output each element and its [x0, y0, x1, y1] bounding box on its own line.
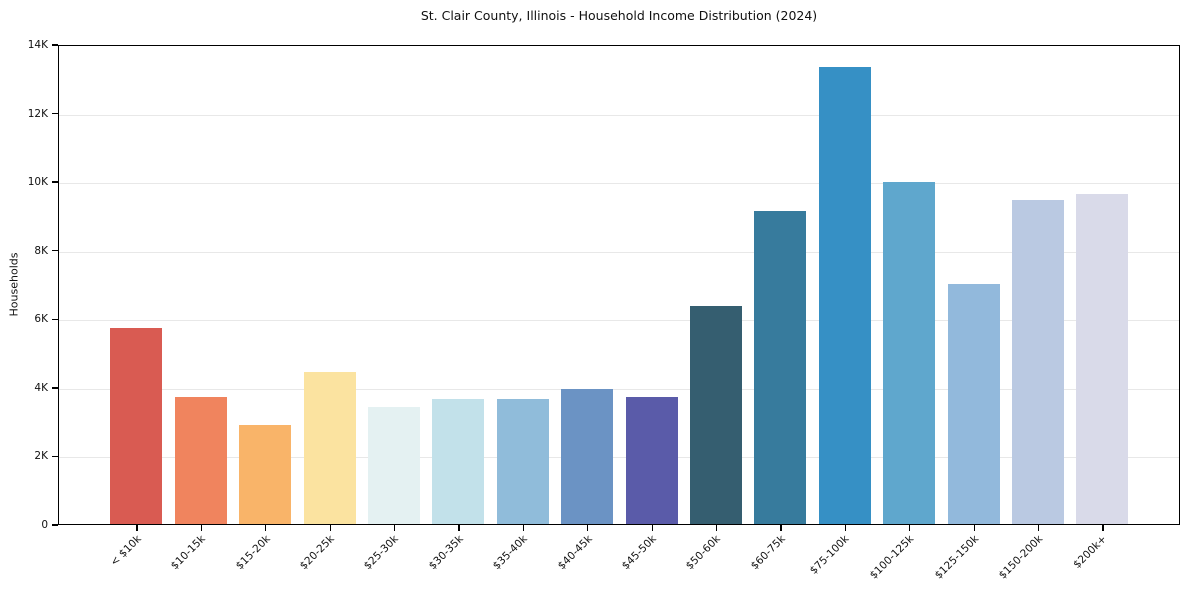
y-tick-label: 8K	[34, 244, 48, 257]
x-tick-mark	[458, 525, 460, 531]
plot-area	[58, 45, 1180, 525]
y-tick-label: 6K	[34, 313, 48, 326]
x-tick-mark	[780, 525, 782, 531]
gridline	[59, 114, 1179, 116]
y-tick-label: 10K	[27, 176, 48, 189]
y-tick-label: 4K	[34, 381, 48, 394]
chart-title: St. Clair County, Illinois - Household I…	[420, 8, 818, 23]
gridline	[59, 388, 1179, 390]
x-tick-label: $25-30k	[361, 533, 402, 573]
y-tick-mark	[52, 318, 58, 320]
bar-$50-60k	[690, 306, 742, 524]
x-tick-label: $50-60k	[683, 533, 724, 573]
y-tick-mark	[52, 387, 58, 389]
bar-$20-25k	[303, 372, 356, 524]
x-tick-mark	[1037, 525, 1040, 531]
bar-< $10k	[110, 327, 163, 524]
x-tick-label: $100-125k	[867, 533, 917, 582]
x-tick-mark	[715, 525, 718, 531]
y-tick-mark	[52, 455, 58, 458]
y-tick-label: 2K	[34, 450, 48, 463]
gridline	[59, 457, 1179, 459]
x-tick-mark	[265, 525, 267, 531]
x-tick-label: $10-15k	[168, 533, 208, 573]
x-tick-label: $20-25k	[297, 533, 337, 573]
x-tick-label: < $10k	[107, 533, 144, 569]
gridline	[59, 320, 1179, 322]
y-tick-mark	[52, 44, 58, 46]
x-tick-label: $75-100k	[808, 533, 852, 577]
x-tick-label: $150-200k	[996, 533, 1046, 582]
bar-$40-45k	[561, 389, 614, 524]
x-tick-label: $200k+	[1071, 533, 1110, 571]
bar-$200k+	[1076, 193, 1129, 524]
y-tick-mark	[52, 112, 58, 115]
bar-$75-100k	[818, 66, 871, 524]
bar-$15-20k	[239, 424, 292, 524]
x-tick-mark	[136, 525, 138, 531]
bar-$150-200k	[1012, 200, 1064, 524]
bar-$25-30k	[368, 406, 420, 524]
x-tick-mark	[329, 525, 331, 531]
x-tick-label: $45-50k	[619, 533, 659, 573]
gridline	[59, 251, 1179, 253]
y-tick-mark	[52, 250, 58, 252]
bar-$45-50k	[625, 396, 678, 524]
x-tick-mark	[200, 525, 203, 531]
x-tick-mark	[973, 525, 975, 531]
x-tick-mark	[844, 525, 847, 531]
bar-$125-150k	[947, 284, 1000, 524]
x-tick-label: $35-40k	[490, 533, 530, 573]
x-tick-mark	[651, 525, 653, 531]
x-tick-label: $15-20k	[233, 533, 273, 573]
bar-$100-125k	[883, 181, 936, 524]
x-tick-mark	[393, 525, 396, 531]
x-tick-mark	[587, 525, 589, 531]
x-tick-mark	[522, 525, 525, 531]
x-tick-label: $60-75k	[748, 533, 788, 573]
y-tick-mark	[52, 524, 58, 526]
x-tick-label: $30-35k	[426, 533, 466, 573]
y-tick-label: 0	[41, 519, 48, 531]
y-tick-mark	[52, 181, 58, 183]
x-tick-mark	[1102, 525, 1104, 531]
bar-$60-75k	[754, 211, 807, 524]
y-tick-label: 12K	[27, 107, 48, 120]
x-tick-label: $40-45k	[555, 533, 595, 573]
bar-$30-35k	[432, 399, 485, 524]
bar-$10-15k	[174, 397, 227, 524]
bar-$35-40k	[496, 399, 549, 524]
y-tick-label: 14K	[27, 39, 48, 51]
x-tick-mark	[909, 525, 911, 531]
x-tick-label: $125-150k	[932, 533, 981, 582]
gridline	[59, 183, 1179, 185]
